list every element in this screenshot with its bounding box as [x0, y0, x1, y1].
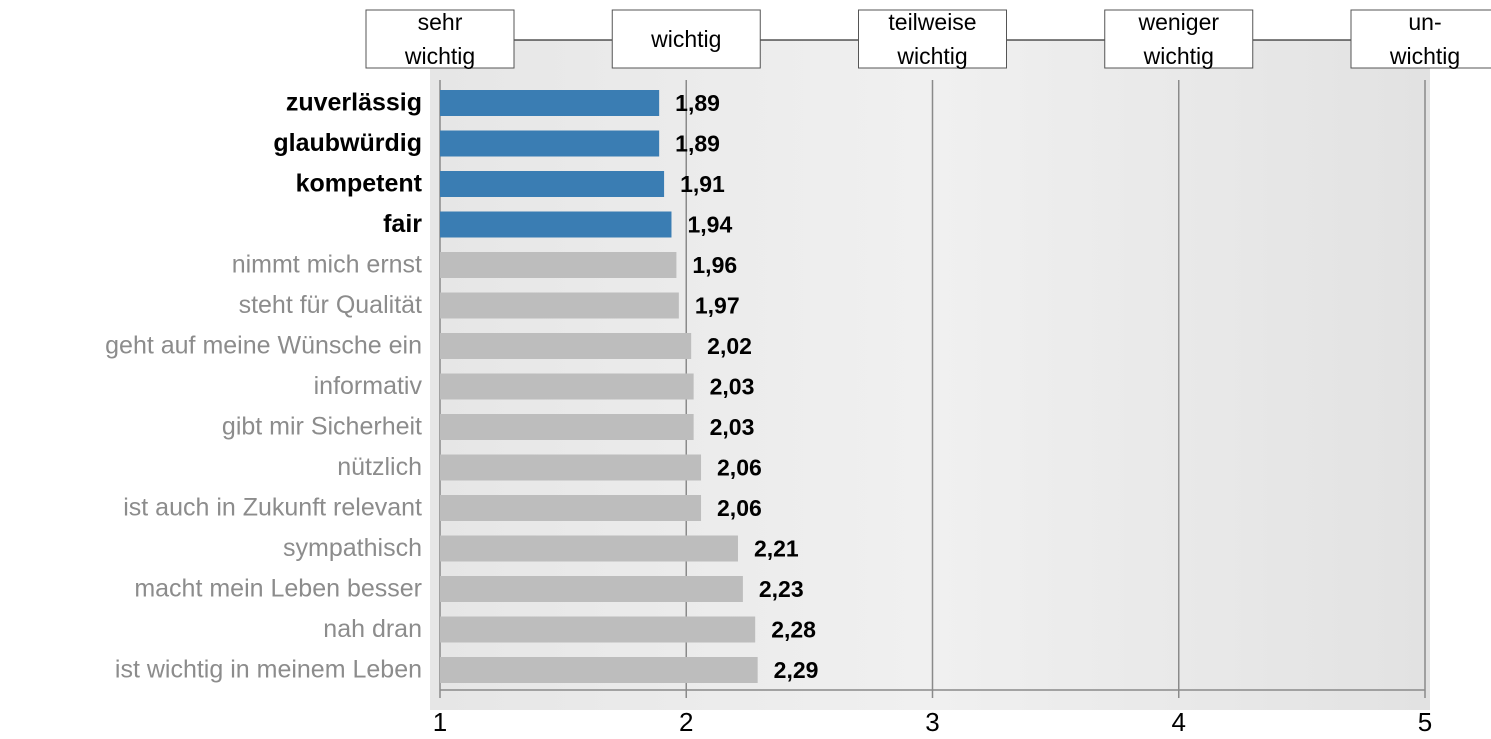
category-label: gibt mir Sicherheit: [222, 413, 422, 441]
category-label: steht für Qualität: [239, 291, 422, 319]
x-tick-label: 1: [433, 707, 447, 737]
category-label: fair: [383, 210, 422, 238]
bar: [440, 495, 701, 521]
category-label: informativ: [314, 372, 423, 400]
value-label: 2,21: [754, 536, 799, 562]
bar: [440, 374, 694, 400]
category-label: sympathisch: [283, 534, 422, 562]
bar: [440, 657, 758, 683]
category-label: ist wichtig in meinem Leben: [115, 656, 422, 684]
scale-label: wichtig: [650, 26, 721, 52]
scale-label: un-: [1408, 9, 1441, 35]
scale-label: wichtig: [1143, 43, 1214, 69]
value-label: 1,94: [687, 212, 732, 238]
category-label: nimmt mich ernst: [232, 251, 422, 279]
value-label: 1,91: [680, 171, 725, 197]
value-label: 1,89: [675, 131, 720, 157]
scale-label: wichtig: [1389, 43, 1460, 69]
category-label: nützlich: [337, 453, 422, 481]
scale-label: wichtig: [404, 43, 475, 69]
x-tick-label: 2: [679, 707, 693, 737]
value-label: 2,02: [707, 333, 752, 359]
scale-label: wichtig: [896, 43, 967, 69]
x-tick-label: 3: [925, 707, 939, 737]
value-label: 2,23: [759, 576, 804, 602]
bar: [440, 617, 755, 643]
category-label: glaubwürdig: [273, 129, 422, 157]
value-label: 2,03: [710, 374, 755, 400]
scale-label: sehr: [418, 9, 463, 35]
value-label: 2,03: [710, 414, 755, 440]
category-label: nah dran: [323, 615, 422, 643]
x-tick-label: 5: [1418, 707, 1432, 737]
value-label: 2,29: [774, 657, 819, 683]
category-label: kompetent: [296, 170, 423, 198]
scale-label: teilweise: [888, 9, 976, 35]
bar: [440, 212, 671, 238]
scale-label: weniger: [1137, 9, 1219, 35]
category-label: ist auch in Zukunft relevant: [123, 494, 422, 522]
category-label: geht auf meine Wünsche ein: [105, 332, 422, 360]
value-label: 2,28: [771, 617, 816, 643]
bar: [440, 333, 691, 359]
bar: [440, 414, 694, 440]
bar: [440, 455, 701, 481]
chart: 1 2 3 4 5 sehr wichtig wichtig teilweise wichtig w…: [0, 0, 1491, 739]
bar: [440, 576, 743, 602]
value-label: 2,06: [717, 495, 762, 521]
value-label: 1,96: [692, 252, 737, 278]
bar: [440, 131, 659, 157]
bar: [440, 293, 679, 319]
value-label: 2,06: [717, 455, 762, 481]
category-label: zuverlässig: [286, 89, 422, 117]
value-label: 1,97: [695, 293, 740, 319]
value-label: 1,89: [675, 90, 720, 116]
bar: [440, 252, 676, 278]
category-label: macht mein Leben besser: [134, 575, 422, 603]
bar: [440, 90, 659, 116]
bar: [440, 171, 664, 197]
x-tick-label: 4: [1172, 707, 1186, 737]
bar: [440, 536, 738, 562]
